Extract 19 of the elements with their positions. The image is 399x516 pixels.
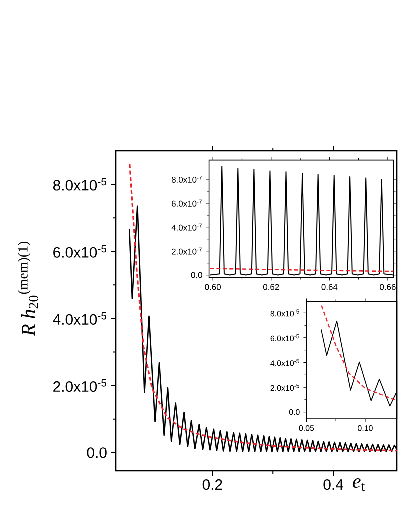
x-tick-label: 0.62: [263, 284, 280, 290]
y-tick-label: 2.0x10$^{-7}$: [172, 248, 202, 255]
y-tick-label: 6.0x10$^{-5}$: [54, 245, 107, 258]
y-tick-label: 4.0x10$^{-7}$: [172, 224, 202, 231]
y-tick-label: 0.0: [87, 448, 107, 458]
x-tick-label: 0.66: [380, 284, 396, 290]
x-tick-label: 0.64: [322, 284, 338, 290]
line-series: [321, 305, 396, 401]
x-axis-title: e$_{t}$: [353, 478, 366, 492]
y-tick-label: 8.0x10$^{-5}$: [53, 178, 107, 191]
y-tick-label: 8.0x10$^{-7}$: [172, 176, 202, 183]
x-tick-label: 0.2: [202, 480, 222, 490]
y-tick-label: 4.0x10$^{-5}$: [53, 312, 107, 325]
y-tick-label: 2.0x10$^{-5}$: [54, 380, 107, 392]
x-tick-label: 0.4: [324, 480, 344, 490]
y-tick-label: 0.0: [191, 272, 202, 278]
x-tick-label: 0.60: [205, 284, 221, 290]
y-tick-label: 6.0x10$^{-7}$: [172, 200, 202, 207]
y-axis-title: R h$_{20}$(mem)(1): [18, 242, 38, 336]
